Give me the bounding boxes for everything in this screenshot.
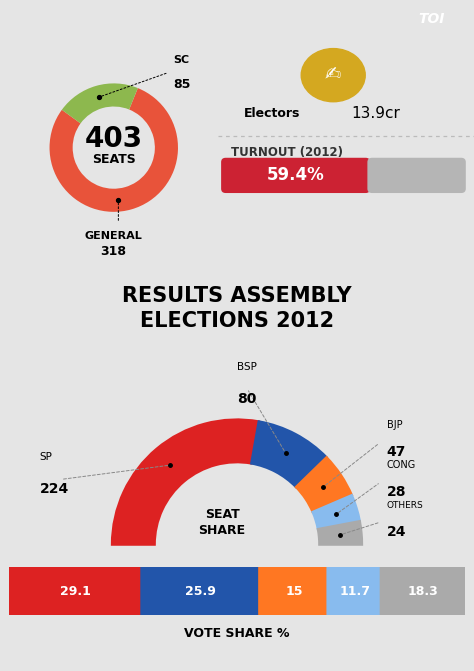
- Text: 15: 15: [285, 584, 302, 598]
- FancyBboxPatch shape: [140, 546, 261, 637]
- Text: 403: 403: [85, 125, 143, 153]
- FancyBboxPatch shape: [8, 546, 144, 637]
- Text: 85: 85: [173, 79, 190, 91]
- Text: TURNOUT (2012): TURNOUT (2012): [231, 146, 343, 159]
- Text: 318: 318: [100, 245, 126, 258]
- FancyBboxPatch shape: [327, 546, 383, 637]
- FancyBboxPatch shape: [258, 546, 329, 637]
- Text: 29.1: 29.1: [60, 584, 91, 598]
- Text: SC: SC: [173, 56, 189, 65]
- Text: 47: 47: [387, 445, 406, 458]
- Text: RESULTS ASSEMBLY
ELECTIONS 2012: RESULTS ASSEMBLY ELECTIONS 2012: [122, 286, 352, 331]
- Text: BSP: BSP: [237, 362, 257, 372]
- FancyBboxPatch shape: [380, 546, 466, 637]
- Text: BJP: BJP: [387, 419, 402, 429]
- Text: 80: 80: [237, 392, 257, 406]
- Text: 11.7: 11.7: [339, 584, 370, 598]
- Text: 13.9cr: 13.9cr: [351, 106, 400, 121]
- Text: SP: SP: [40, 452, 53, 462]
- Text: GENERAL: GENERAL: [84, 231, 142, 241]
- Text: 25.9: 25.9: [185, 584, 216, 598]
- Wedge shape: [112, 419, 259, 545]
- Text: 224: 224: [40, 482, 69, 496]
- Wedge shape: [50, 88, 178, 212]
- Ellipse shape: [301, 48, 365, 102]
- Wedge shape: [62, 83, 138, 123]
- Text: Electors: Electors: [244, 107, 300, 120]
- Text: VOTE SHARE %: VOTE SHARE %: [184, 627, 290, 639]
- FancyBboxPatch shape: [367, 158, 466, 193]
- Text: OTHERS: OTHERS: [387, 501, 424, 509]
- Wedge shape: [313, 495, 360, 529]
- Text: 24: 24: [387, 525, 406, 539]
- Text: ✍: ✍: [325, 66, 341, 85]
- Wedge shape: [296, 458, 352, 512]
- Text: SEAT
SHARE: SEAT SHARE: [199, 507, 246, 537]
- Text: SEATS: SEATS: [92, 153, 136, 166]
- Wedge shape: [251, 421, 327, 487]
- Wedge shape: [318, 521, 362, 545]
- Text: TOI: TOI: [418, 13, 445, 26]
- FancyBboxPatch shape: [221, 158, 370, 193]
- Text: 59.4%: 59.4%: [267, 166, 325, 185]
- Text: 28: 28: [387, 484, 406, 499]
- Text: CONG: CONG: [387, 460, 416, 470]
- Text: 18.3: 18.3: [408, 584, 438, 598]
